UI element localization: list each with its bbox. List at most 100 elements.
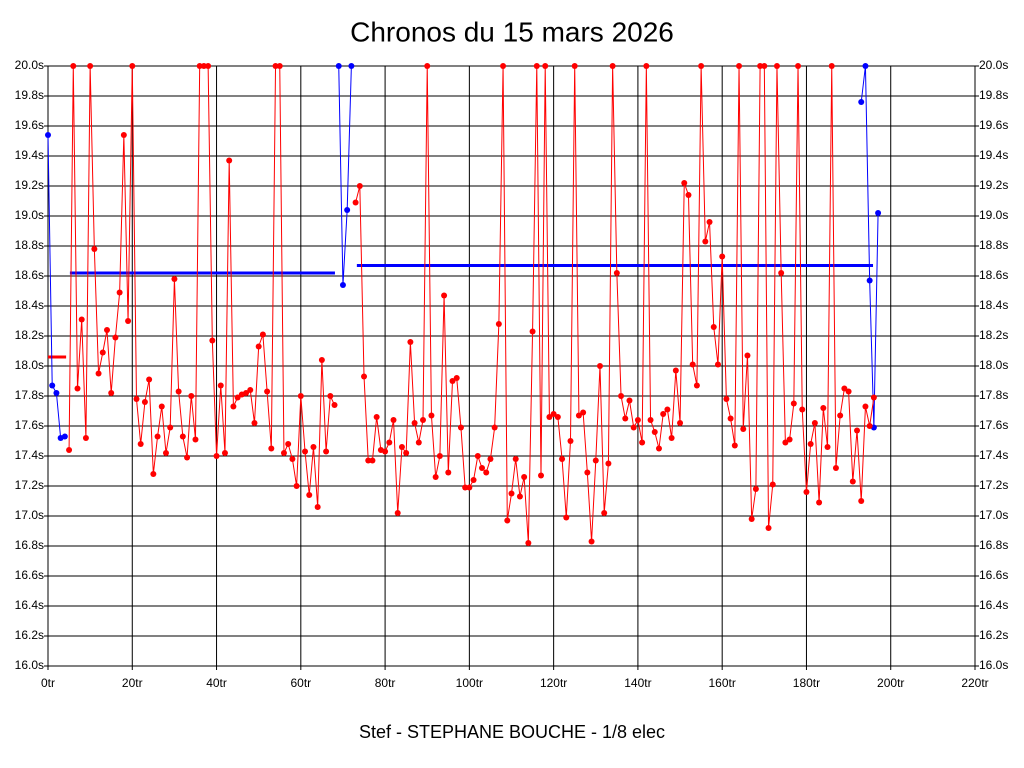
- lap-point: [78, 316, 85, 323]
- lap-point: [398, 444, 405, 450]
- y2-tick-label: 17.8s: [979, 388, 1008, 402]
- lap-point: [786, 436, 793, 443]
- lap-point: [103, 327, 110, 333]
- lap-point: [630, 424, 637, 431]
- y-tick-label: 16.8s: [15, 538, 44, 552]
- lap-point: [255, 343, 262, 350]
- lap-point: [234, 394, 241, 401]
- lap-point: [365, 457, 372, 464]
- lap-point: [331, 402, 338, 408]
- lap-point: [605, 460, 612, 467]
- lap-point: [175, 388, 182, 395]
- y-tick-label: 18.8s: [15, 238, 44, 252]
- lap-point: [811, 420, 818, 426]
- lap-point: [634, 417, 641, 423]
- lap-point: [95, 370, 102, 377]
- lap-point: [782, 439, 789, 446]
- y-tick-label: 17.4s: [15, 448, 44, 462]
- lap-point: [773, 63, 780, 69]
- lap-point: [685, 192, 692, 198]
- lap-point: [550, 411, 557, 417]
- lap-point: [66, 447, 73, 453]
- lap-point: [356, 183, 363, 189]
- lap-point: [457, 424, 464, 431]
- lap-point: [373, 414, 380, 420]
- lap-point: [453, 375, 460, 381]
- lap-point: [752, 486, 759, 492]
- lap-point: [184, 454, 191, 461]
- lap-point: [415, 439, 422, 446]
- lap-point: [567, 438, 574, 444]
- lap-point: [318, 357, 325, 363]
- lap-point: [832, 465, 839, 471]
- lap-point: [841, 385, 848, 392]
- lap-point: [761, 63, 768, 69]
- lap-point: [221, 450, 228, 456]
- lap-point: [668, 435, 675, 441]
- y-tick-label: 17.6s: [15, 418, 44, 432]
- lap-point: [672, 367, 679, 374]
- lap-point: [339, 282, 346, 288]
- lap-point: [436, 453, 443, 459]
- y2-tick-label: 18.8s: [979, 238, 1008, 252]
- x-tick-label: 220tr: [961, 676, 988, 690]
- y-tick-label: 18.0s: [15, 358, 44, 372]
- lap-point: [306, 492, 313, 498]
- y2-tick-label: 17.0s: [979, 508, 1008, 522]
- lap-point: [314, 504, 321, 510]
- lap-point: [639, 439, 646, 446]
- lap-point: [731, 442, 738, 449]
- lap-point: [727, 415, 734, 422]
- lap-point: [116, 289, 123, 296]
- lap-point: [293, 483, 300, 489]
- lap-point: [828, 63, 835, 69]
- lap-point: [862, 403, 869, 410]
- lap-point: [125, 318, 132, 324]
- lap-point: [512, 456, 519, 462]
- y2-tick-label: 18.6s: [979, 268, 1008, 282]
- lap-point: [790, 400, 797, 407]
- y-tick-label: 18.2s: [15, 328, 44, 342]
- lap-point: [411, 420, 418, 426]
- lap-point: [508, 490, 515, 497]
- lap-point: [563, 514, 570, 521]
- y-tick-label: 19.0s: [15, 208, 44, 222]
- lap-point: [335, 63, 342, 69]
- lap-point: [466, 484, 473, 491]
- lap-point: [693, 382, 700, 389]
- x-tick-label: 40tr: [206, 676, 227, 690]
- lap-point: [264, 388, 271, 395]
- lap-point: [196, 63, 203, 69]
- lap-point: [516, 493, 523, 500]
- lap-point: [651, 429, 658, 435]
- y-tick-label: 16.2s: [15, 628, 44, 642]
- y2-tick-label: 18.4s: [979, 298, 1008, 312]
- lap-point: [45, 132, 51, 138]
- lap-point: [213, 453, 220, 459]
- series-line: [338, 65, 352, 286]
- lap-point: [323, 448, 330, 455]
- lap-point: [521, 474, 528, 480]
- lap-point: [133, 396, 140, 402]
- lap-point: [310, 444, 317, 450]
- lap-point: [740, 426, 747, 432]
- lap-point: [424, 63, 431, 69]
- lap-point: [74, 385, 81, 392]
- lap-point: [445, 469, 452, 476]
- lap-point: [769, 481, 776, 488]
- lap-point: [146, 376, 153, 383]
- y2-tick-label: 17.4s: [979, 448, 1008, 462]
- lap-point: [394, 510, 401, 516]
- lap-point: [491, 424, 498, 431]
- lap-point: [580, 409, 587, 416]
- lap-point: [748, 516, 755, 522]
- lap-point: [470, 477, 477, 483]
- lap-point: [217, 382, 224, 389]
- lap-point: [622, 415, 629, 422]
- lap-point: [613, 270, 620, 276]
- lap-point: [407, 339, 414, 345]
- lap-point: [449, 378, 456, 384]
- lap-point: [529, 328, 536, 335]
- lap-point: [689, 361, 696, 368]
- lap-point: [462, 484, 469, 491]
